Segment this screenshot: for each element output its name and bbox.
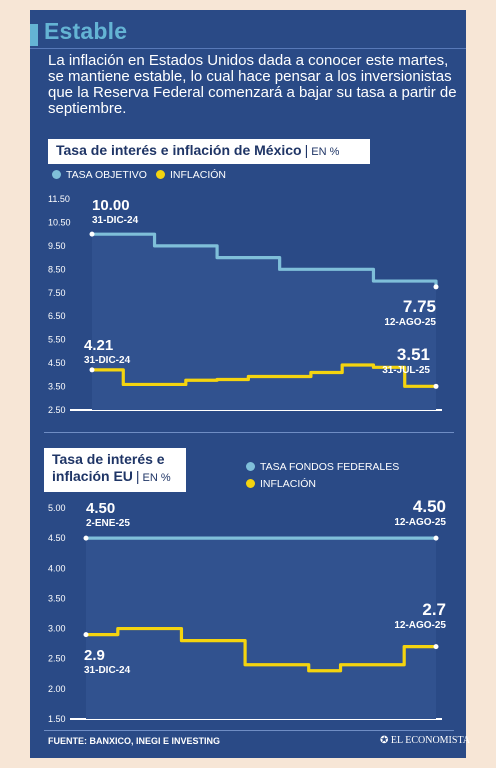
- chart1-start-value-2: 4.21: [84, 337, 113, 354]
- chart1-ytick-label: 3.50: [48, 382, 66, 392]
- chart1-ytick-label: 9.50: [48, 241, 66, 251]
- chart2-ytick-label: 4.50: [48, 533, 66, 543]
- chart1-ytick-label: 5.50: [48, 335, 66, 345]
- chart2-legend-rate-label: TASA FONDOS FEDERALES: [260, 461, 400, 473]
- chart2-ytick-label: 3.50: [48, 593, 66, 603]
- chart2-end-value-2: 2.7: [422, 600, 446, 619]
- chart2-area-1: [86, 538, 436, 719]
- chart2-start-point-1: [83, 535, 89, 541]
- chart1-ytick-label: 2.50: [48, 405, 66, 415]
- chart1-ytick-label: 10.50: [48, 217, 71, 227]
- source-note: FUENTE: BANXICO, INEGI E INVESTING: [48, 736, 221, 746]
- chart2-legend-inflation-label: INFLACIÓN: [260, 478, 317, 490]
- legend-dot-icon: [246, 479, 255, 488]
- chart1-end-date-2: 31-JUL-25: [382, 365, 430, 376]
- chart2-series-line-2: [86, 626, 436, 673]
- chart2-legend-inflation: INFLACIÓN: [246, 478, 316, 490]
- page-title: Estable: [44, 18, 128, 44]
- chart1-end-date-1: 12-AGO-25: [384, 317, 436, 328]
- legend-dot-icon: [246, 462, 255, 471]
- chart1-start-date-2: 31-DIC-24: [84, 355, 131, 366]
- chart2-ytick-label: 1.50: [48, 714, 66, 724]
- chart1-unit: EN %: [311, 146, 340, 158]
- chart1-series-line-1: [92, 232, 438, 287]
- chart2-unit: EN %: [142, 472, 171, 484]
- chart1-legend-rate: TASA OBJETIVO: [52, 169, 147, 181]
- chart2-title: Tasa de interés e inflación EU: [52, 451, 165, 484]
- chart1-ytick-label: 8.50: [48, 264, 66, 274]
- chart1-ytick-label: 6.50: [48, 311, 66, 321]
- section-divider: [44, 432, 454, 433]
- chart2-ytick-label: 2.00: [48, 684, 66, 694]
- chart2-end-date-2: 12-AGO-25: [394, 620, 446, 631]
- chart1-legend-inflation-label: INFLACIÓN: [170, 169, 227, 181]
- chart2-start-value-1: 4.50: [86, 500, 115, 517]
- intro-text: La inflación en Estados Unidos dada a co…: [48, 52, 457, 117]
- chart1-title-separator: |: [304, 142, 309, 158]
- legend-dot-icon: [52, 170, 61, 179]
- chart2-start-point-2: [83, 632, 89, 638]
- chart1-end-value-1: 7.75: [403, 297, 436, 316]
- chart2-ytick-label: 2.50: [48, 654, 66, 664]
- footer-rule: [44, 730, 454, 731]
- chart2-start-date-2: 31-DIC-24: [84, 665, 131, 676]
- chart2-ytick-label: 4.00: [48, 563, 66, 573]
- chart2-end-point-1: [433, 535, 439, 541]
- chart1-start-point-2: [89, 367, 95, 373]
- chart1-start-value-1: 10.00: [92, 197, 130, 214]
- chart2-legend-rate: TASA FONDOS FEDERALES: [246, 461, 399, 473]
- chart2-end-date-1: 12-AGO-25: [394, 517, 446, 528]
- chart2-ytick-label: 5.00: [48, 503, 66, 513]
- chart1-end-value-2: 3.51: [397, 345, 430, 364]
- chart1-start-date-1: 31-DIC-24: [92, 215, 139, 226]
- chart2-title-separator: |: [135, 468, 140, 484]
- chart1-ytick-label: 11.50: [48, 194, 70, 204]
- chart2-start-date-1: 2-ENE-25: [86, 518, 130, 529]
- chart1-series-line-2: [92, 363, 436, 388]
- chart2-end-point-2: [433, 644, 439, 650]
- chart2-end-value-1: 4.50: [413, 497, 446, 516]
- chart1-start-point-1: [89, 231, 95, 237]
- chart1-end-point-2: [433, 383, 439, 389]
- publisher-logo: ✪ EL ECONOMISTA: [380, 735, 470, 746]
- chart2-title-box: Tasa de interés e inflación EU | EN %: [44, 448, 186, 492]
- title-rule: [30, 48, 466, 49]
- chart1-ytick-label: 4.50: [48, 358, 66, 368]
- legend-dot-icon: [156, 170, 165, 179]
- chart1-title: Tasa de interés e inflación de México: [56, 142, 302, 158]
- title-accent-bar: [30, 24, 38, 46]
- chart1-title-box: Tasa de interés e inflación de México | EN…: [48, 139, 370, 164]
- chart1-end-point-1: [433, 284, 439, 290]
- chart1-legend-inflation: INFLACIÓN: [156, 169, 226, 181]
- chart1-ytick-label: 7.50: [48, 288, 66, 298]
- chart1-legend-rate-label: TASA OBJETIVO: [66, 169, 147, 181]
- chart2-start-value-2: 2.9: [84, 647, 105, 664]
- chart2-ytick-label: 3.00: [48, 624, 66, 634]
